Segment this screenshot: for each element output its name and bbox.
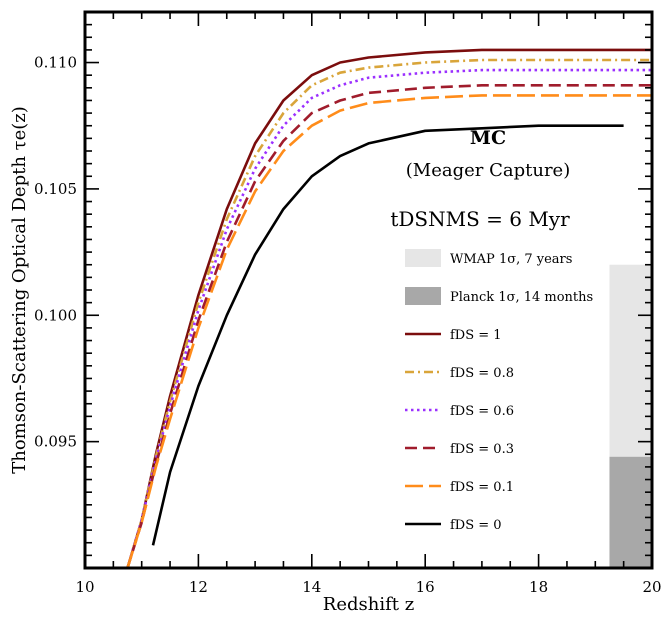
legend-label: fDS = 0.8 (450, 366, 514, 381)
series-line-4 (126, 94, 652, 569)
legend-label: fDS = 0 (450, 518, 502, 533)
model-label: MC (470, 127, 506, 149)
legend-label: fDS = 1 (450, 328, 502, 343)
series-line-1 (126, 58, 652, 569)
lifetime-label: tDSNMS = 6 Myr (390, 207, 570, 231)
y-tick-label: 0.110 (34, 54, 77, 72)
y-tick-label: 0.095 (34, 433, 77, 451)
x-tick-label: 10 (75, 578, 94, 596)
legend-label: WMAP 1σ, 7 years (450, 252, 572, 267)
x-tick-label: 18 (529, 578, 548, 596)
legend-label: fDS = 0.3 (450, 442, 514, 457)
series-line-2 (126, 68, 652, 569)
x-tick-label: 14 (302, 578, 321, 596)
x-tick-label: 20 (642, 578, 661, 596)
legend-swatch (405, 249, 441, 267)
x-tick-label: 12 (189, 578, 208, 596)
y-axis-title: Thomson-Scattering Optical Depth τe(z) (9, 106, 30, 474)
tick-labels: 10 12 14 16 18 20 0.095 0.100 0.105 0.110 (34, 54, 662, 596)
y-tick-label: 0.105 (34, 180, 77, 198)
band-1 (609, 456, 652, 568)
y-tick-label: 0.100 (34, 306, 77, 324)
x-tick-label: 16 (416, 578, 435, 596)
series-line-3 (126, 84, 652, 569)
x-axis-title: Redshift z (323, 594, 414, 615)
series-line-5 (151, 124, 624, 546)
legend-label: Planck 1σ, 14 months (450, 290, 593, 305)
legend-label: fDS = 0.1 (450, 480, 514, 495)
curves (126, 48, 652, 569)
legend-label: fDS = 0.6 (450, 404, 514, 419)
axis-ticks (84, 11, 653, 569)
legend-swatch (405, 287, 441, 305)
legend: WMAP 1σ, 7 years Planck 1σ, 14 months fDS … (405, 249, 593, 533)
model-full-label: (Meager Capture) (406, 160, 570, 181)
